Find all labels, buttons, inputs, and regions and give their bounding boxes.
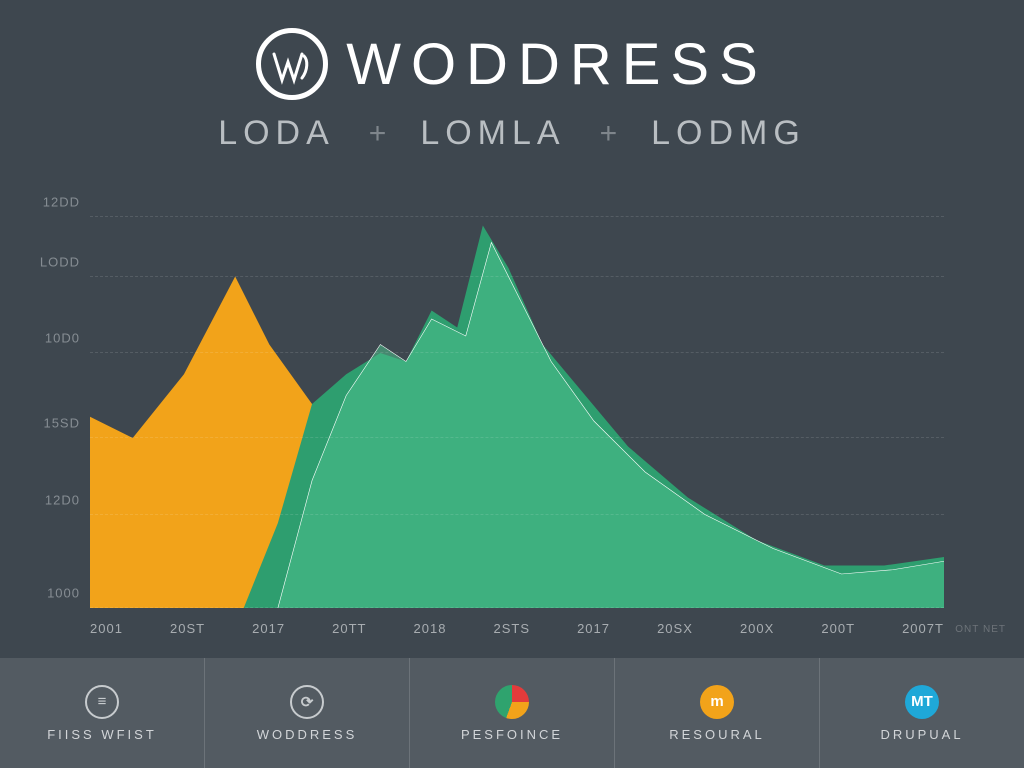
subhead-row: LODA + LOMLA + LODMG bbox=[0, 114, 1024, 163]
footer-item-drupual[interactable]: MT DRUPUAL bbox=[820, 658, 1024, 768]
grid-line bbox=[90, 352, 944, 353]
x-axis-label: 2STS bbox=[494, 621, 531, 636]
sub-item-0: LODA bbox=[218, 114, 335, 153]
footer-label: DRUPUAL bbox=[880, 727, 963, 742]
plus-icon: + bbox=[369, 117, 387, 151]
header: WODDRESS bbox=[0, 0, 1024, 114]
y-axis-label: LODD bbox=[20, 254, 80, 269]
series-green-light bbox=[278, 243, 944, 609]
footer-label: WODDRESS bbox=[257, 727, 358, 742]
badge-icon: MT bbox=[905, 685, 939, 719]
x-axis-label: 2017 bbox=[252, 621, 285, 636]
footer-item-pesfoince[interactable]: PESFOINCE bbox=[410, 658, 615, 768]
area-chart-svg bbox=[90, 183, 944, 608]
chart-canvas: 200120ST201720TT20182STS201720SX200X200T… bbox=[90, 183, 944, 608]
grid-line bbox=[90, 276, 944, 277]
footer-label: PESFOINCE bbox=[461, 727, 563, 742]
grid-line bbox=[90, 607, 944, 608]
x-axis: 2001 20ST 2017 20TT 2018 2STS 2017 20SX 200X 200T… bbox=[90, 621, 944, 636]
footer-label: RESOURAL bbox=[669, 727, 765, 742]
y-axis-label: 15SD bbox=[20, 416, 80, 431]
pie-icon bbox=[495, 685, 529, 719]
x-axis-label: 20SX bbox=[657, 621, 693, 636]
x-axis-label: 20ST bbox=[170, 621, 205, 636]
x-axis-label: 200T bbox=[821, 621, 855, 636]
x-axis-label: 2017 bbox=[577, 621, 610, 636]
sub-item-2: LODMG bbox=[651, 114, 806, 153]
badge-icon: m bbox=[700, 685, 734, 719]
footer-item-resoural[interactable]: m RESOURAL bbox=[615, 658, 820, 768]
x-axis-label: 2001 bbox=[90, 621, 123, 636]
x-axis-label: 20TT bbox=[332, 621, 366, 636]
grid-line bbox=[90, 514, 944, 515]
plus-icon: + bbox=[600, 117, 618, 151]
chart-container: 2001 20ST 2017 20TT 2018 2STS 2017 20SX 200X 200T… bbox=[0, 163, 1024, 658]
x-axis-right-note: ONT NET bbox=[955, 624, 1006, 636]
x-axis-label: 2018 bbox=[414, 621, 447, 636]
brand-title: WODDRESS bbox=[346, 31, 768, 98]
menu-icon: ≡ bbox=[85, 685, 119, 719]
footer-item-woddress[interactable]: ⟳ WODDRESS bbox=[205, 658, 410, 768]
y-axis-label: 12D0 bbox=[20, 492, 80, 507]
grid-line bbox=[90, 216, 944, 217]
grid-line bbox=[90, 437, 944, 438]
x-axis-label: 2007T bbox=[902, 621, 944, 636]
footer-item-fiiss-wfist[interactable]: ≡ FIISS WFIST bbox=[0, 658, 205, 768]
y-axis-label: 12DD bbox=[20, 195, 80, 210]
footer-label: FIISS WFIST bbox=[47, 727, 157, 742]
y-axis-label: 1000 bbox=[20, 586, 80, 601]
wordpress-logo-icon bbox=[256, 28, 328, 100]
footer-nav: ≡ FIISS WFIST ⟳ WODDRESS PESFOINCE m RESOURAL M… bbox=[0, 658, 1024, 768]
bolt-icon: ⟳ bbox=[290, 685, 324, 719]
x-axis-label: 200X bbox=[740, 621, 774, 636]
sub-item-1: LOMLA bbox=[420, 114, 565, 153]
y-axis-label: 10D0 bbox=[20, 331, 80, 346]
